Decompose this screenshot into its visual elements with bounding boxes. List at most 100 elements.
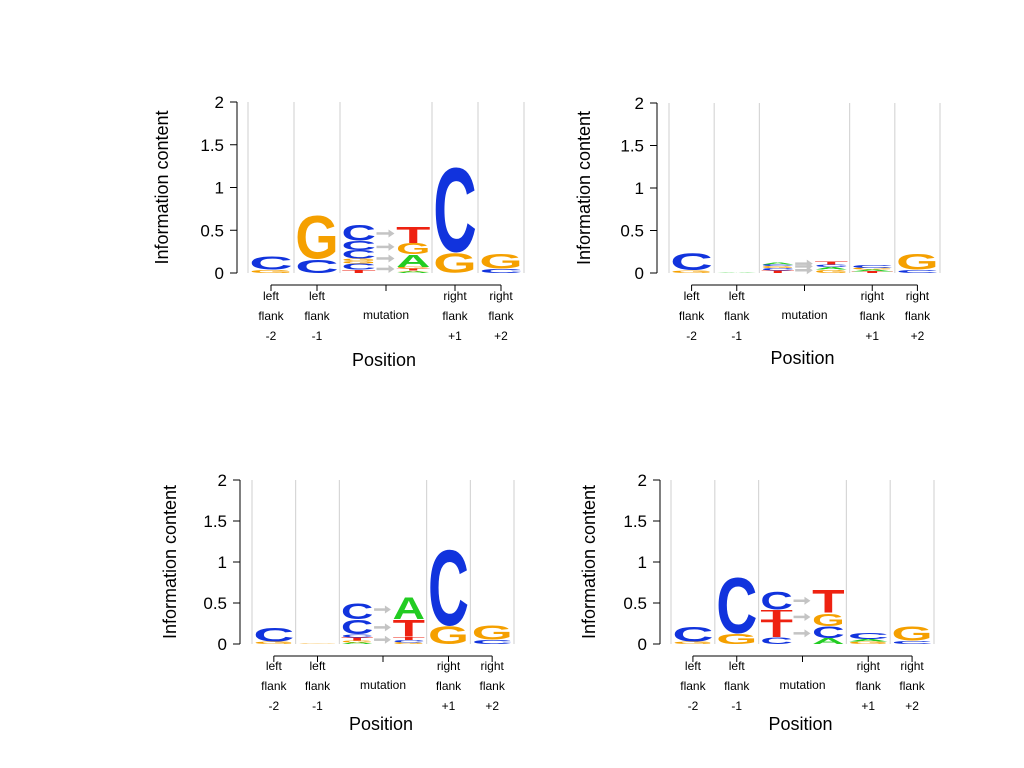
mutation-from-letter-c: C [341,616,373,638]
mutation-arrow-head [804,629,811,638]
x-tick-label: +2 [485,699,499,713]
y-tick-label: 0 [635,264,644,283]
position-4-letter-c-3: C [851,264,894,269]
y-tick-label: 2 [215,93,224,112]
x-tick-label: flank [724,679,750,693]
position-1-letter-c-1: C [672,622,713,646]
position-2-letter-c-1: C [716,562,757,650]
position-2-letter-g-0: G [297,643,338,644]
position-1-letter-g-0: G [253,641,294,645]
mutation-to-letter-a: A [396,251,430,271]
position-4-letter-c-1: C [428,528,469,648]
x-tick-label: flank [860,309,886,323]
logo-panel-2: 0 0.5 1 1.5 2 Information content Position left… [574,94,941,368]
x-tick-label: flank [905,309,931,323]
y-tick-label: 1.5 [200,136,224,155]
x-tick-label: right [443,289,467,303]
x-tick-label: +2 [494,329,508,343]
position-4-letter-t-0: T [851,271,894,274]
x-tick-label: right [900,659,924,673]
x-tick-label: flank [856,679,882,693]
x-axis-title: Position [770,348,834,368]
position-1-letter-c-1: C [670,248,713,276]
y-tick-label: 1.5 [623,512,647,531]
position-4-letter-g-0: G [433,248,476,279]
mutation-to-letter-a: A [393,591,425,626]
position-2-letter-g-1: G [295,205,338,273]
position-5-letter-c-0: C [472,639,513,645]
mutation-from-letter-t: T [342,269,376,274]
mutation-arrow-head [388,254,395,263]
x-tick-label: left [263,289,280,303]
mutation-from-letter-c: C [341,599,373,624]
x-tick-label: -1 [731,329,742,343]
x-tick-label: flank [261,679,287,693]
x-tick-label: left [266,659,283,673]
mutation-from-letter-c: C [760,587,792,615]
x-tick-label: +2 [911,329,925,343]
mutation-arrow-head [384,605,391,614]
mutation-arrow-head [804,596,811,605]
y-axis-title: Information content [574,111,594,265]
y-tick-label: 0 [638,635,647,654]
x-tick-label: -2 [688,699,699,713]
mutation-to-letter-t: T [396,222,430,248]
x-tick-label: -2 [268,699,279,713]
mutation-from-letter-c: C [761,264,795,267]
position-5-letter-g-1: G [479,250,522,273]
x-tick-label: right [906,289,930,303]
position-4-letter-c-1: C [433,144,476,278]
x-tick-label: flank [724,309,750,323]
x-tick-label: left [684,289,701,303]
y-tick-label: 1.5 [620,137,644,156]
y-tick-label: 0.5 [200,221,224,240]
x-tick-label: right [861,289,885,303]
position-4-letter-c-2: C [848,632,889,641]
x-tick-label: flank [258,309,284,323]
x-tick-label: +1 [865,329,879,343]
y-tick-label: 2 [635,94,644,113]
mutation-from-letter-g: G [342,260,376,264]
mutation-from-letter-c: C [341,633,373,638]
x-tick-label: mutation [779,678,825,692]
mutation-arrow-head [804,612,811,621]
x-tick-label: left [309,289,326,303]
mutation-to-letter-g: G [814,269,848,274]
y-tick-label: 1 [215,179,224,198]
position-1-letter-g-0: G [670,270,713,274]
y-axis-title: Information content [579,485,599,639]
y-tick-label: 1 [218,553,227,572]
x-tick-label: mutation [363,308,409,322]
position-4-letter-g-0: G [428,622,469,650]
mutation-to-letter-t: T [814,260,848,265]
mutation-arrow-head [388,242,395,251]
position-4-letter-g-2: G [851,268,894,271]
mutation-from-letter-t: T [341,637,373,642]
position-1-letter-g-0: G [672,641,713,645]
position-1-letter-c-1: C [249,253,292,274]
mutation-from-letter-c: C [760,636,792,646]
y-tick-label: 0.5 [203,594,227,613]
mutation-arrow-head [384,623,391,632]
mutation-from-letter-g: G [761,266,795,269]
logo-panel-3: 0 0.5 1 1.5 2 Information content Position left… [160,471,515,734]
position-5-letter-g-1: G [896,249,939,274]
x-tick-label: +1 [442,699,456,713]
position-5-letter-c-0: C [892,640,933,645]
x-tick-label: flank [442,309,468,323]
x-axis-title: Position [768,714,832,734]
x-tick-label: flank [679,309,705,323]
mutation-to-letter-t: T [393,615,425,641]
mutation-arrow-head [388,264,395,273]
x-tick-label: flank [436,679,462,693]
x-tick-label: mutation [781,308,827,322]
mutation-to-letter-t: T [812,584,845,620]
mutation-from-letter-c: C [342,248,376,261]
mutation-to-letter-c: C [814,264,848,268]
x-axis-title: Position [352,350,416,370]
mutation-to-letter-t: T [393,636,425,641]
mutation-from-letter-a: A [761,262,795,265]
mutation-from-letter-a: A [341,642,373,645]
mutation-from-letter-g: G [342,258,376,262]
y-tick-label: 0.5 [620,222,644,241]
